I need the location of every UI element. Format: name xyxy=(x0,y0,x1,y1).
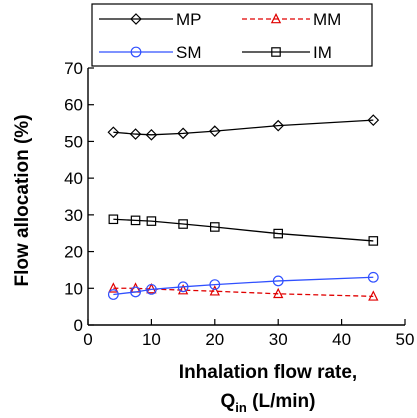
legend-marker xyxy=(271,47,281,57)
x-tick-label: 0 xyxy=(83,330,92,349)
legend-label: SM xyxy=(176,43,202,62)
data-point-mm xyxy=(108,282,119,293)
series-line-mp xyxy=(113,119,374,136)
data-point-im xyxy=(273,228,283,239)
y-tick-label: 20 xyxy=(64,243,83,262)
x-axis-title-line2: Qin (L/min) xyxy=(221,391,316,415)
y-tick-label: 60 xyxy=(64,96,83,115)
data-point-im xyxy=(178,219,188,229)
x-tick-label: 10 xyxy=(142,330,161,349)
data-point-mm xyxy=(146,282,157,294)
series-im xyxy=(108,214,379,246)
data-point-sm xyxy=(272,275,284,287)
legend-label: MP xyxy=(176,10,202,29)
series-sm xyxy=(107,271,379,300)
legend-item-mp: MP xyxy=(99,10,202,29)
data-point-im xyxy=(146,216,157,226)
data-point-mp xyxy=(107,126,120,139)
x-axis-title: Inhalation flow rate, xyxy=(179,362,357,383)
legend-item-mm: MM xyxy=(242,10,341,29)
data-point-im xyxy=(108,214,119,225)
data-point-mp xyxy=(272,119,285,132)
series-line-sm xyxy=(113,276,374,296)
x-tick-label: 40 xyxy=(332,330,351,349)
x-axis-symbol: Q xyxy=(221,391,236,412)
data-point-mm xyxy=(209,285,220,296)
y-tick-label: 0 xyxy=(74,316,83,335)
data-series xyxy=(107,114,380,301)
data-point-sm xyxy=(145,283,157,295)
y-tick-label: 10 xyxy=(64,279,83,298)
x-tick-label: 20 xyxy=(205,330,224,349)
legend-item-sm: SM xyxy=(99,43,202,62)
legend-marker xyxy=(130,46,142,58)
data-point-mp xyxy=(177,127,189,140)
x-axis-symbol-subscript: in xyxy=(235,400,247,415)
series-mp xyxy=(107,114,380,141)
data-point-sm xyxy=(130,286,141,298)
data-point-mp xyxy=(367,114,380,126)
data-point-mp xyxy=(208,125,221,137)
data-point-mp xyxy=(129,128,142,140)
x-tick-label: 30 xyxy=(269,330,288,349)
y-tick-label: 30 xyxy=(64,206,83,225)
data-point-mm xyxy=(368,290,379,301)
legend-label: IM xyxy=(313,43,332,62)
y-axis-title: Flow allocation (%) xyxy=(12,114,33,286)
legend-marker xyxy=(270,12,282,24)
series-line-im xyxy=(113,218,374,242)
data-point-sm xyxy=(107,289,119,300)
x-tick-label: 50 xyxy=(396,330,415,349)
data-point-mp xyxy=(145,128,158,141)
legend: MP MM SM IM xyxy=(91,3,373,67)
data-point-mm xyxy=(273,287,284,299)
legend-label: MM xyxy=(313,10,341,29)
data-point-im xyxy=(368,236,379,246)
legend-marker xyxy=(130,13,142,25)
y-tick-label: 50 xyxy=(64,132,83,151)
data-point-sm xyxy=(177,281,189,293)
legend-item-im: IM xyxy=(242,43,332,62)
data-point-im xyxy=(210,222,220,232)
data-point-sm xyxy=(209,279,221,291)
data-point-im xyxy=(130,215,141,226)
y-tick-label: 40 xyxy=(64,169,83,188)
axis-ticks: 0 10 20 30 40 50 0 10 20 30 40 50 60 70 xyxy=(64,59,414,349)
data-point-sm xyxy=(367,271,379,283)
y-tick-label: 70 xyxy=(64,59,83,78)
series-mm xyxy=(108,282,379,301)
data-point-mm xyxy=(177,284,189,295)
x-axis-unit: (L/min) xyxy=(247,391,316,412)
plot-axes xyxy=(87,68,405,326)
series-line-mm xyxy=(113,287,374,298)
